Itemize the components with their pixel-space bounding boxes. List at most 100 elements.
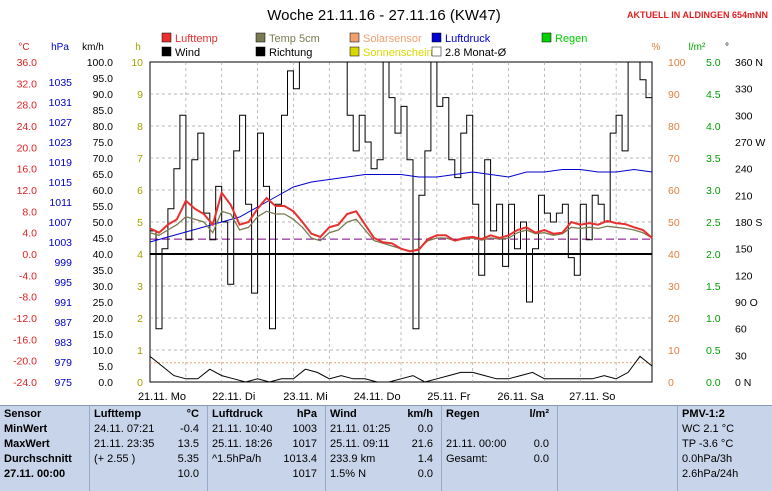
stats-lufttemp-avg-note: (+ 2.55 )	[94, 453, 136, 465]
tick-pressure-3: 1027	[49, 117, 73, 129]
legend2-label-1: Richtung	[269, 47, 312, 59]
tick-pressure-2: 1031	[49, 97, 73, 109]
tick-direction-10: 60	[735, 324, 747, 336]
x-label-5: 26.11. Sa	[497, 391, 544, 403]
tick-rain-3: 3.5	[706, 153, 721, 165]
tick-wind-14: 30.0	[93, 281, 114, 293]
tick-pressure-7: 1011	[49, 197, 72, 209]
tick-sun-9: 1	[137, 345, 143, 357]
tick-direction-9: 90 O	[735, 297, 758, 309]
tick-direction-0: 360 N	[735, 57, 763, 69]
tick-direction-1: 330	[735, 84, 753, 96]
tick-rain-1: 4.5	[706, 89, 721, 101]
stats-lufttemp-max-value: 13.5	[177, 438, 199, 450]
tick-direction-2: 300	[735, 110, 753, 122]
series-lufttemp	[149, 190, 653, 253]
legend-swatch-2	[349, 32, 360, 43]
tick-pressure-6: 1015	[49, 177, 73, 189]
legend2-swatch-2	[349, 46, 360, 57]
x-label-1: 22.11. Di	[212, 391, 255, 403]
stats-luftdruck-header: Luftdruck	[212, 408, 263, 420]
stats-regen-total-value: 0.0	[533, 453, 549, 465]
legend-swatch-4	[541, 32, 552, 43]
tick-wind-2: 90.0	[93, 89, 114, 101]
gridlines	[150, 62, 652, 382]
tick-direction-4: 240	[735, 164, 753, 176]
tick-percent-6: 40	[668, 249, 680, 261]
legend2-label-2: Sonnenschein	[363, 47, 433, 59]
tick-rain-8: 1.0	[706, 313, 721, 325]
tick-temp-11: -8.0	[19, 292, 37, 304]
tick-temp-14: -20.0	[13, 356, 37, 368]
tick-temp-5: 16.0	[17, 164, 38, 176]
legend-label-0: Lufttemp	[175, 33, 218, 45]
tick-wind-11: 45.0	[93, 233, 114, 245]
tick-percent-1: 90	[668, 89, 680, 101]
stats-lufttemp-avg-value: 5.35	[177, 453, 199, 465]
tick-rain-2: 4.0	[706, 121, 721, 133]
tick-percent-7: 30	[668, 281, 680, 293]
tick-percent-0: 100	[668, 57, 686, 69]
tick-sun-8: 2	[137, 313, 143, 325]
stats-luftdruck-max-value: 1017	[292, 438, 317, 450]
stats-regen-column: Regen l/m² 21.11. 00:00 0.0 Gesamt: 0.0	[442, 406, 558, 491]
tick-wind-6: 70.0	[93, 153, 114, 165]
tick-wind-17: 15.0	[93, 329, 114, 341]
axis-header-wind: km/h	[82, 42, 104, 53]
tick-wind-18: 10.0	[93, 345, 114, 357]
tick-wind-7: 65.0	[93, 169, 114, 181]
tick-wind-8: 60.0	[93, 185, 114, 197]
stats-wind-direction-share: 1.5% N	[330, 468, 367, 480]
tick-sun-1: 9	[137, 89, 143, 101]
stats-luftdruck-min-time: 21.11. 10:40	[212, 423, 273, 435]
legend2-swatch-0	[161, 46, 172, 57]
axis-header-rain: l/m²	[689, 42, 706, 53]
tick-wind-12: 40.0	[93, 249, 114, 261]
stats-lufttemp-min-value: -0.4	[180, 423, 199, 435]
stats-lufttemp-unit: °C	[186, 408, 199, 420]
legend2-swatch-3	[431, 46, 442, 57]
tick-wind-4: 80.0	[93, 121, 114, 133]
tick-rain-7: 1.5	[706, 281, 721, 293]
tick-direction-3: 270 W	[735, 137, 765, 149]
tick-pressure-16: 975	[54, 377, 72, 389]
tick-direction-11: 30	[735, 350, 747, 362]
tick-percent-8: 20	[668, 313, 680, 325]
tick-sun-0: 10	[131, 57, 143, 69]
x-label-3: 24.11. Do	[354, 391, 401, 403]
tick-rain-10: 0.0	[706, 377, 721, 389]
stats-wind-min-value: 0.0	[417, 423, 433, 435]
tick-temp-3: 24.0	[17, 121, 38, 133]
axis-header-temp: °C	[18, 42, 29, 53]
axis-header-percent: %	[652, 42, 661, 53]
tick-percent-3: 70	[668, 153, 680, 165]
stats-wind-avg-value: 1.4	[417, 453, 433, 465]
stats-lufttemp-max-time: 21.11. 23:35	[94, 438, 155, 450]
stats-avg-label: Durchschnitt	[4, 453, 72, 465]
tick-wind-20: 0.0	[98, 377, 113, 389]
tick-pressure-4: 1023	[49, 137, 73, 149]
tick-temp-8: 4.0	[22, 228, 37, 240]
tick-wind-3: 85.0	[93, 105, 114, 117]
tick-wind-19: 5.0	[98, 361, 113, 373]
stats-regen-max-time: 21.11. 00:00	[446, 438, 507, 450]
tick-wind-15: 25.0	[93, 297, 114, 309]
x-label-0: 21.11. Mo	[138, 391, 186, 403]
tick-pressure-11: 995	[54, 277, 72, 289]
tick-pressure-1: 1035	[49, 77, 73, 89]
stats-sensor-column: Sensor MinWert MaxWert Durchschnitt 27.1…	[0, 406, 90, 491]
tick-wind-10: 50.0	[93, 217, 114, 229]
tick-pressure-8: 1007	[49, 217, 73, 229]
tick-temp-0: 36.0	[17, 57, 38, 69]
stats-luftdruck-avg-value: 1013.4	[283, 453, 317, 465]
stats-luftdruck-column: Luftdruck hPa 21.11. 10:40 1003 25.11. 18:…	[208, 406, 326, 491]
stats-wind-distance: 233.9 km	[330, 453, 376, 465]
x-label-2: 23.11. Mi	[283, 391, 327, 403]
stats-lufttemp-column: Lufttemp °C 24.11. 07:21 -0.4 21.11. 23:35…	[90, 406, 208, 491]
statistics-panel: Sensor MinWert MaxWert Durchschnitt 27.1…	[0, 405, 772, 491]
tick-percent-10: 0	[668, 377, 674, 389]
tick-temp-15: -24.0	[13, 377, 37, 389]
stats-empty-column	[558, 406, 678, 491]
stats-pmv-header: PMV-1:2	[682, 408, 725, 420]
tick-sun-7: 3	[137, 281, 143, 293]
